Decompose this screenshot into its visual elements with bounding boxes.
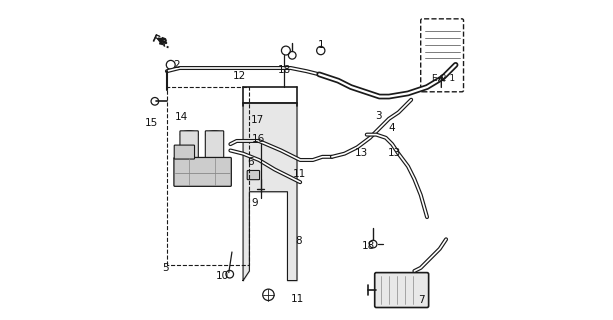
Text: 17: 17 (251, 115, 264, 125)
Text: 1: 1 (318, 40, 324, 50)
Text: E-2 1: E-2 1 (432, 74, 455, 83)
Text: 6: 6 (248, 156, 254, 167)
Text: 10: 10 (216, 271, 229, 281)
Ellipse shape (206, 131, 223, 139)
Text: 13: 13 (388, 148, 402, 158)
Text: 16: 16 (252, 134, 265, 144)
Ellipse shape (180, 131, 198, 139)
Text: 12: 12 (234, 71, 246, 81)
FancyBboxPatch shape (180, 131, 199, 161)
Text: 15: 15 (145, 117, 158, 128)
FancyBboxPatch shape (174, 145, 194, 159)
FancyBboxPatch shape (174, 157, 231, 186)
Text: 18: 18 (362, 241, 375, 251)
FancyBboxPatch shape (247, 171, 259, 180)
Text: 13: 13 (354, 148, 368, 158)
Text: 2: 2 (173, 60, 180, 70)
FancyBboxPatch shape (205, 131, 224, 161)
Text: 11: 11 (291, 294, 303, 304)
Text: 4: 4 (388, 123, 395, 133)
Text: 3: 3 (376, 111, 382, 121)
FancyBboxPatch shape (375, 273, 428, 308)
Text: FR.: FR. (150, 33, 172, 51)
Text: 18: 18 (278, 65, 291, 75)
Text: 14: 14 (175, 112, 188, 122)
Text: 8: 8 (295, 236, 302, 246)
Text: 5: 5 (162, 263, 169, 273)
Text: 11: 11 (292, 169, 306, 179)
Text: 7: 7 (418, 295, 425, 305)
Text: 9: 9 (252, 198, 259, 208)
Polygon shape (243, 103, 297, 281)
